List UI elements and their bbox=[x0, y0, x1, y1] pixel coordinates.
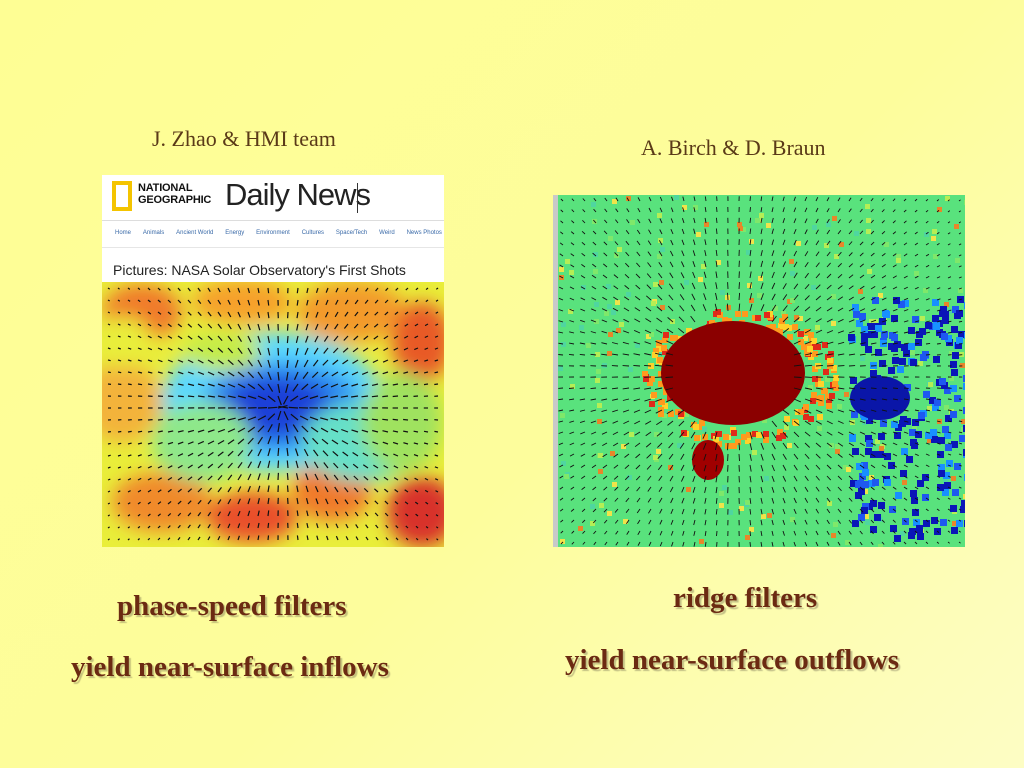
natgeo-logo-icon bbox=[112, 181, 132, 211]
right-caption-line-1: ridge filters bbox=[673, 582, 818, 614]
outflow-panel bbox=[553, 195, 965, 547]
nav-news-photos[interactable]: News Photos bbox=[406, 230, 442, 236]
header-divider bbox=[102, 220, 444, 221]
nav-energy[interactable]: Energy bbox=[225, 230, 245, 236]
article-caption: Pictures: NASA Solar Observatory's First… bbox=[113, 262, 406, 278]
right-caption-line-2: yield near-surface outflows bbox=[565, 644, 899, 676]
nav-environment[interactable]: Environment bbox=[256, 230, 290, 236]
brand-line-2: GEOGRAPHIC bbox=[138, 194, 212, 206]
daily-news-title: Daily News bbox=[225, 177, 371, 212]
nav-divider bbox=[102, 247, 444, 248]
nav-ancient-world[interactable]: Ancient World bbox=[176, 230, 214, 236]
outflow-velocity-map bbox=[558, 195, 965, 547]
inflow-velocity-map bbox=[102, 282, 444, 547]
natgeo-panel: NATIONAL GEOGRAPHIC Daily News Home Anim… bbox=[102, 175, 444, 547]
panel-edge bbox=[553, 195, 558, 547]
natgeo-header: NATIONAL GEOGRAPHIC Daily News bbox=[102, 175, 444, 223]
left-caption-line-1: phase-speed filters bbox=[117, 590, 347, 622]
left-caption-line-2: yield near-surface inflows bbox=[71, 651, 389, 683]
nav-weird[interactable]: Weird bbox=[379, 230, 395, 236]
nav-animals[interactable]: Animals bbox=[142, 230, 165, 236]
natgeo-brand: NATIONAL GEOGRAPHIC bbox=[138, 182, 211, 206]
brand-line-1: NATIONAL bbox=[138, 182, 193, 194]
nav-space-tech[interactable]: Space/Tech bbox=[335, 230, 368, 236]
nav-cultures[interactable]: Cultures bbox=[301, 230, 325, 236]
credit-left: J. Zhao & HMI team bbox=[152, 126, 336, 151]
text-cursor bbox=[357, 183, 358, 213]
credit-right: A. Birch & D. Braun bbox=[641, 135, 826, 160]
natgeo-nav: Home Animals Ancient World Energy Enviro… bbox=[102, 230, 444, 236]
nav-home[interactable]: Home bbox=[115, 230, 132, 236]
